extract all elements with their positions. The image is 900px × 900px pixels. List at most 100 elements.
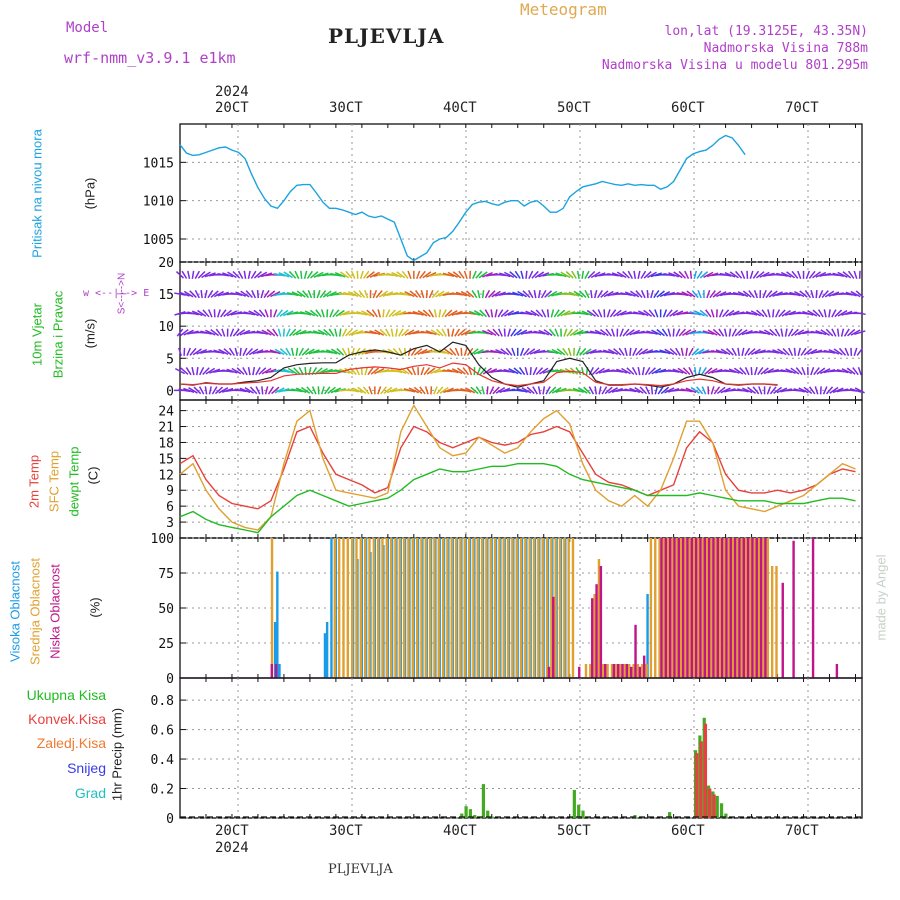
wind-barb [314,367,323,375]
cloud-bar-0 [473,538,476,678]
wind-barb [295,312,308,315]
wind-barb [383,386,393,394]
wind-barb [288,328,297,337]
wind-barb [420,330,433,335]
wind-barb [176,328,184,337]
wind-barb [759,271,770,278]
wind-barb [341,328,348,337]
wind-barb [368,350,381,354]
wind-barb [852,367,859,376]
wind-barb [369,330,381,336]
top-tick-40: 40CT [443,100,477,116]
cloud-bar-2 [725,538,728,678]
cloud-bar-2 [270,664,273,678]
wind-barb [529,331,542,334]
wind-barb [748,290,755,299]
wind-barb [715,369,728,373]
wind-barb [178,347,182,357]
wind-barb [781,309,791,317]
cloud-bar-1 [506,538,510,678]
wind-barb [422,309,431,318]
wind-barb [857,366,862,376]
wind-barb [659,349,671,355]
wind-barb [788,389,801,392]
top-tick-60: 60CT [671,100,705,116]
cloud-bar-2 [835,664,839,678]
wind-barb [642,349,654,355]
wind-barb [477,289,481,299]
cloud-bar-2 [746,538,750,678]
bottom-tick-60: 60CT [671,823,705,839]
wind-barb [485,350,498,354]
cloud-bar-2 [630,666,633,678]
wind-barb [813,367,820,376]
wind-barb [230,311,243,316]
wind-barb [394,292,407,296]
cloud-ytick-label-3: 75 [158,567,174,582]
wind-barb [239,347,242,356]
cloud-bar-1 [359,538,363,678]
wind-barb [478,271,488,279]
cloud-bar-0 [477,538,480,678]
wind-barb [824,290,835,298]
wind-barb [853,347,858,357]
wind-barb [804,290,812,299]
wind-barb [192,348,202,356]
wind-barb [271,386,280,395]
wind-barb [686,290,696,298]
wind-barb [220,309,227,318]
wind-barb [566,328,574,337]
wind-barb [191,310,203,317]
wind-barb [780,388,793,393]
cloud-bar-1 [476,538,479,678]
cloud-bar-0 [429,538,433,678]
wind-barb [495,386,506,394]
cloud-bar-1 [420,538,423,678]
wind-barb [598,273,611,277]
wind-barb [553,309,560,318]
wind-barb [300,386,311,394]
wind-barb [788,347,794,356]
wind-barb [326,291,337,298]
wind-barb [585,367,589,376]
cloud-bar-2 [664,538,668,678]
wind-barb [473,348,484,355]
wind-barb [307,289,313,299]
wind-barb [591,367,600,375]
wind-barb [542,368,554,374]
wind-barb [541,309,547,318]
wind-barb [381,273,394,277]
wind-barb [421,349,433,355]
cloud-label-2: Srednja Oblacnost [27,558,43,665]
wind-barb [654,386,659,395]
wind-barb [728,368,740,374]
wind-barb [778,309,786,318]
wind-barb [815,290,818,299]
wind-barb [808,386,816,395]
wind-barb [487,290,496,298]
wind-barb [477,349,489,355]
wind-barb [678,328,686,337]
wind-barb [772,309,775,318]
wind-barb [535,309,544,318]
wind-barb [712,328,722,337]
wind-barb [646,290,649,299]
pressure-line [179,134,746,262]
wind-barb [586,309,596,317]
wind-barb [527,289,534,299]
cloud-bar-1 [757,538,761,678]
wind-barb [189,290,197,298]
wind-barb [407,270,412,279]
wind-barb [378,290,389,298]
wind-barb [572,312,585,315]
wind-barb [776,292,788,297]
wind-barb [775,370,788,373]
wind-barb [555,369,568,373]
cloud-bar-0 [416,538,420,678]
wind-barb [611,272,623,278]
wind-barb [232,328,240,337]
wind-barb [387,348,397,356]
wind-barb [334,328,338,337]
wind-barb [577,387,588,394]
wind-barb [242,367,248,376]
